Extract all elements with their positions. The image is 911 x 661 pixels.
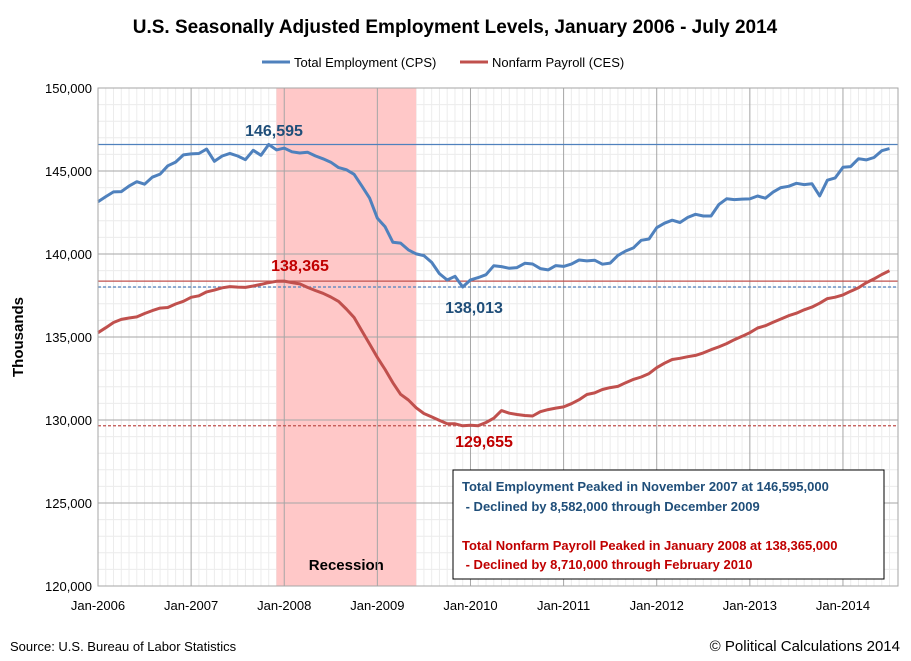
y-tick-label: 150,000 <box>45 81 92 96</box>
legend-label-cps: Total Employment (CPS) <box>294 55 436 70</box>
legend: Total Employment (CPS) Nonfarm Payroll (… <box>262 55 624 70</box>
y-tick-label: 140,000 <box>45 247 92 262</box>
y-tick-label: 125,000 <box>45 496 92 511</box>
y-tick-label: 135,000 <box>45 330 92 345</box>
annotation-box: Total Employment Peaked in November 2007… <box>452 469 885 580</box>
reference-value-label: 129,655 <box>455 434 513 451</box>
annotation-cps-peak: Total Employment Peaked in November 2007… <box>462 479 829 494</box>
x-tick-label: Jan-2007 <box>164 598 218 613</box>
y-tick-label: 120,000 <box>45 579 92 594</box>
x-tick-label: Jan-2010 <box>443 598 497 613</box>
annotation-ces-peak: Total Nonfarm Payroll Peaked in January … <box>462 538 838 553</box>
x-tick-label: Jan-2013 <box>723 598 777 613</box>
legend-label-ces: Nonfarm Payroll (CES) <box>492 55 624 70</box>
reference-value-label: 138,365 <box>271 258 329 275</box>
x-tick-label: Jan-2009 <box>350 598 404 613</box>
series-line-nonfarm-payroll <box>97 269 891 428</box>
recession-label: Recession <box>309 557 384 574</box>
y-tick-label: 130,000 <box>45 413 92 428</box>
credit-note: © Political Calculations 2014 <box>710 638 900 655</box>
y-tick-label: 145,000 <box>45 164 92 179</box>
chart-title: U.S. Seasonally Adjusted Employment Leve… <box>133 17 778 38</box>
series-line-total-employment <box>97 143 890 289</box>
x-tick-label: Jan-2012 <box>630 598 684 613</box>
annotation-cps-decline: - Declined by 8,582,000 through December… <box>462 499 760 514</box>
reference-value-label: 146,595 <box>245 123 303 140</box>
source-note: Source: U.S. Bureau of Labor Statistics <box>10 639 237 654</box>
y-axis-label: Thousands <box>10 297 27 377</box>
annotation-ces-decline: - Declined by 8,710,000 through February… <box>462 557 752 572</box>
x-tick-label: Jan-2014 <box>816 598 870 613</box>
reference-value-label: 138,013 <box>445 300 503 317</box>
plot-border <box>97 87 899 587</box>
x-tick-label: Jan-2011 <box>537 598 590 613</box>
x-tick-label: Jan-2006 <box>71 598 125 613</box>
x-tick-label: Jan-2008 <box>257 598 311 613</box>
